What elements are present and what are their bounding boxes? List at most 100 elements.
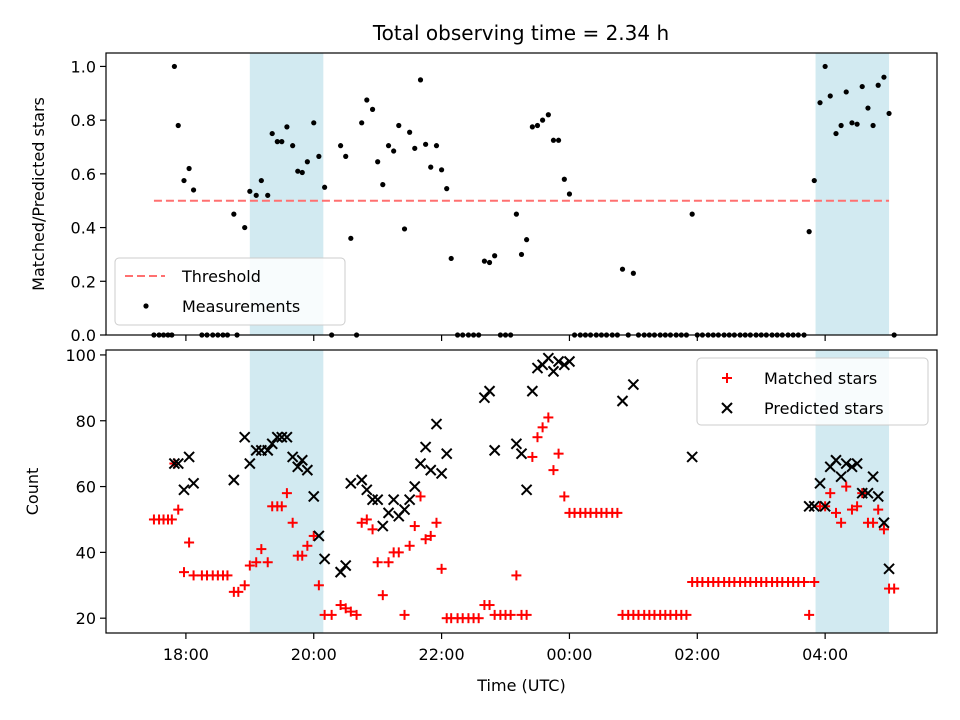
x-b [430,418,443,430]
data-point [527,451,538,462]
top-ylabel: Matched/Predicted stars [29,97,48,291]
data-point [171,63,177,70]
data-point [253,192,259,198]
data-point [862,487,874,499]
data-point [886,110,892,117]
data-point [190,187,197,193]
x-b [510,438,523,450]
data-point [256,544,267,555]
xtick-label: 18:00 [163,645,209,664]
top-shaded-interval [815,53,890,335]
data-point [831,507,842,518]
x-b [531,362,544,374]
data-point [548,465,559,476]
x-b [318,553,331,565]
data-point [412,145,418,151]
data-point [258,177,264,184]
x-b [883,563,895,575]
data-point [269,130,275,137]
data-point [239,431,251,443]
x-b [542,352,555,364]
x-b [830,454,842,466]
data-point [492,253,498,259]
x-b [286,451,299,463]
top-ytick-label: 1.0 [71,57,96,76]
data-point [830,454,842,466]
data-point [537,422,548,433]
data-point [301,464,314,476]
data-point [274,139,280,145]
x-b [382,507,395,519]
legend-predicted-swatch-b [721,402,733,414]
data-point [284,124,290,130]
data-point [295,168,301,174]
x-b [403,494,416,506]
x-b [878,517,890,529]
x-b [814,477,826,489]
x-b [398,503,411,516]
data-point [371,494,384,506]
x-b [178,484,190,496]
data-point [806,229,812,235]
data-point [436,563,447,574]
x-b [239,431,251,443]
bottom-ytick-label: 100 [65,346,96,365]
top-ytick-label: 0.6 [71,165,96,184]
data-point [380,182,386,188]
bottom-legend-box [696,357,929,426]
data-point [366,494,379,506]
data-point [878,517,890,529]
data-point [279,139,285,145]
bottom-legend: Matched stars Predicted stars [696,357,929,426]
data-point [398,503,411,516]
data-point [515,447,528,460]
x-b [262,444,274,457]
data-point [318,553,331,565]
x-b [435,467,448,480]
data-point [183,451,195,463]
data-point [271,431,284,443]
data-point [566,191,573,197]
data-point [520,484,533,496]
x-b [296,454,308,466]
data-point [881,74,887,80]
data-point [431,517,442,528]
data-point [521,609,532,620]
data-point [835,470,847,483]
data-point [539,117,546,123]
data-point [187,477,200,489]
data-point [825,488,836,499]
x-b [616,395,629,407]
data-point [841,481,852,492]
data-point [681,609,692,620]
x-b [387,494,400,506]
top-ytick-label: 0.4 [71,219,96,238]
data-point [239,580,250,591]
x-b [345,477,357,489]
x-b [627,378,640,391]
bottom-ylabel: Count [23,468,42,516]
data-point [838,122,844,129]
data-point [870,122,876,129]
data-point [448,255,454,262]
data-point [852,501,863,512]
data-point [355,474,368,486]
data-point [281,488,292,499]
data-point [401,226,408,232]
x-b [441,447,453,460]
chart-title: Total observing time = 2.34 h [372,21,669,45]
data-point [383,557,394,568]
data-point [552,355,565,368]
data-point [428,164,434,170]
x-b [313,530,325,542]
x-b [281,431,293,443]
data-point [478,392,491,404]
x-b [872,490,884,503]
x-b [168,457,181,470]
data-point [827,93,833,99]
data-point [181,177,187,184]
data-point [627,378,640,391]
data-point [348,235,354,241]
data-point [308,490,320,503]
data-point [313,580,324,591]
